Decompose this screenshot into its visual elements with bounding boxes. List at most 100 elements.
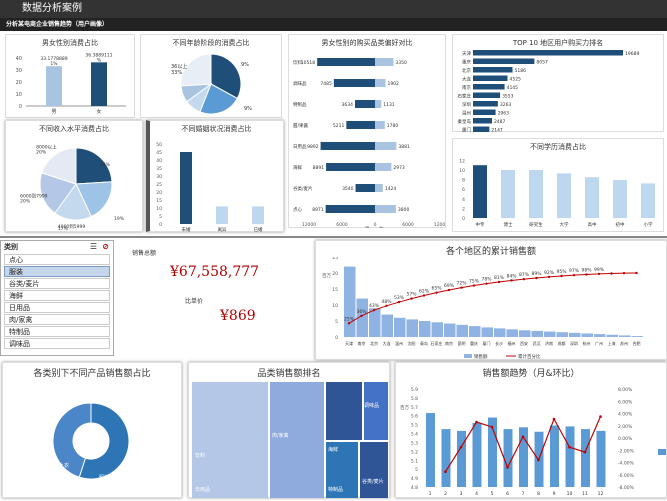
male-bar [333,79,375,87]
treemap-cell[interactable] [364,382,388,440]
y-tick: 0 [462,216,465,222]
y-tick: 5.9 [411,387,418,393]
treemap-label: 调味品 [364,403,380,409]
cumulative-label: 99% [594,267,605,273]
x-tick: 6000 [402,222,414,228]
age-slice [199,83,238,115]
bar [406,319,418,337]
y-tick: 25 [332,257,338,261]
category-label: 特制品 [293,101,307,108]
category-label: 点心 [293,206,302,213]
right-tick: -6.00% [618,473,635,479]
slice-label: 36以上 [171,63,187,70]
y-tick: 5.8 [411,396,418,402]
treemap-cell[interactable] [326,442,358,498]
cumulative-label: 89% [531,271,542,277]
treemap-cell[interactable] [192,382,268,498]
inner-label: 服装 [99,474,109,481]
income-slice [39,172,77,214]
bar-value: 3553 [502,94,514,100]
y-tick: 5.6 [411,414,418,420]
treemap-cell[interactable] [270,382,324,498]
cumulative-point [435,291,438,294]
marriage-panel: 不同婚姻状况消费占比 0 5 10 15 20 25 30 35 40 45 50 未婚 离异 已婚 [146,120,284,233]
y-tick: 8 [462,178,465,184]
slicer-item[interactable]: 点心 [4,254,110,265]
x-tick: 深圳 [570,340,578,346]
cumulative-label: 84% [506,273,517,279]
legend-swatch [464,354,472,358]
x-tick: 福州 [508,340,516,346]
trend-chart: 百万 4.8 4.9 5 5.1 5.2 5.3 5.4 5.5 5.6 5.7 5.8 5.9 8.00… [400,387,666,497]
slicer-item[interactable]: 谷类/麦片 [4,278,110,289]
bar [531,330,543,337]
multi-select-icon[interactable]: ☰ [89,242,97,251]
mom-point [552,417,556,421]
gender-spend-panel: 男女性别消费占比 0 10 20 30 40 33.1778889 1% 男 36.388911… [5,34,135,118]
marriage-title: 不同婚姻状况消费占比 [181,125,252,133]
male-value: 5211 [333,123,345,129]
bar [180,152,192,224]
bar [419,321,431,337]
clear-filter-icon[interactable]: ⊘ [102,242,109,251]
male-value: 7485 [320,81,332,87]
y-tick: 10 [16,92,22,98]
y-tick: 4 [462,197,465,203]
data-label: 36.3889111 [85,52,112,58]
donut-title: 各类别下不同产品销售额占比 [33,369,151,379]
x-tick: 上海 [608,340,616,346]
slicer-item[interactable]: 海鲜 [4,290,110,301]
treemap-cell[interactable] [360,442,388,498]
cumulative-point [610,272,613,275]
bar-value: 5186 [515,68,527,74]
right-tick: -2.00% [618,448,635,454]
cumulative-point [410,297,413,300]
mom-point [583,450,587,454]
bar [473,126,490,132]
unit-price-label: 比单价 [185,298,204,305]
mom-point [506,466,509,469]
x-tick: 大连 [383,340,391,346]
treemap-cell[interactable] [326,382,362,440]
y-tick: 0 [19,104,22,110]
bar [488,417,497,487]
slicer-item[interactable]: 特制品 [4,326,110,337]
bar [606,334,618,337]
divider [0,236,667,238]
slicer-item[interactable]: 调味品 [4,338,110,349]
x-tick: 2 [444,491,447,497]
legend-male: 男 [365,226,370,228]
cumulative-label: 78% [481,277,492,283]
x-tick: 9 [553,491,556,497]
right-tick: 0.00% [618,436,633,442]
slicer-item[interactable]: 服装 [4,266,110,277]
slice-label: 19% [114,216,125,222]
treemap-chart: 饮料 日用品 肉/家禽 海鲜 调味品 特制品 谷类/麦片 [192,382,388,498]
legend-swatch [658,449,666,455]
y-tick: 15 [156,198,162,204]
bar [594,334,606,337]
trend-panel: 销售额趋势（月&环比） 百万 4.8 4.9 5 5.1 5.2 5.3 5.4 5.5 5.6 5… [395,362,667,498]
y-tick: 5.2 [411,449,418,455]
x-tick: 武汉 [533,340,541,346]
slicer-item[interactable]: 肉/家禽 [4,314,110,325]
female-value: 1902 [387,81,399,87]
bar [519,427,528,487]
bar [557,173,571,218]
y-tick: 20 [156,190,162,196]
slicer-item[interactable]: 日用品 [4,302,110,313]
x-tick: 石家庄 [431,340,443,346]
bar-value: 2963 [498,111,510,117]
region-label: 秦皇岛 [458,118,472,125]
category-label: 调味品 [293,80,307,87]
region-label: 大连 [462,76,471,83]
gender-pref-chart: 10518 3350 饮料 7485 1902 调味品 3634 1131 特制品 5211 178… [293,58,448,232]
y-tick: 5 [159,214,162,220]
cumulative-label: 43% [369,303,380,309]
top10-chart: 天津 19689 重庆 8057 北京 5186 大连 4525 南京 4145 石家庄 3553 深圳… [458,50,639,134]
bar-value: 3263 [500,102,512,108]
treemap-panel: 品类销售额排名 饮料 日用品 肉/家禽 海鲜 调味品 特制品 谷类/麦片 [188,362,390,498]
inner-ring-slice [52,402,92,478]
x-tick: 12 [598,491,604,497]
cumulative-point [597,272,601,276]
